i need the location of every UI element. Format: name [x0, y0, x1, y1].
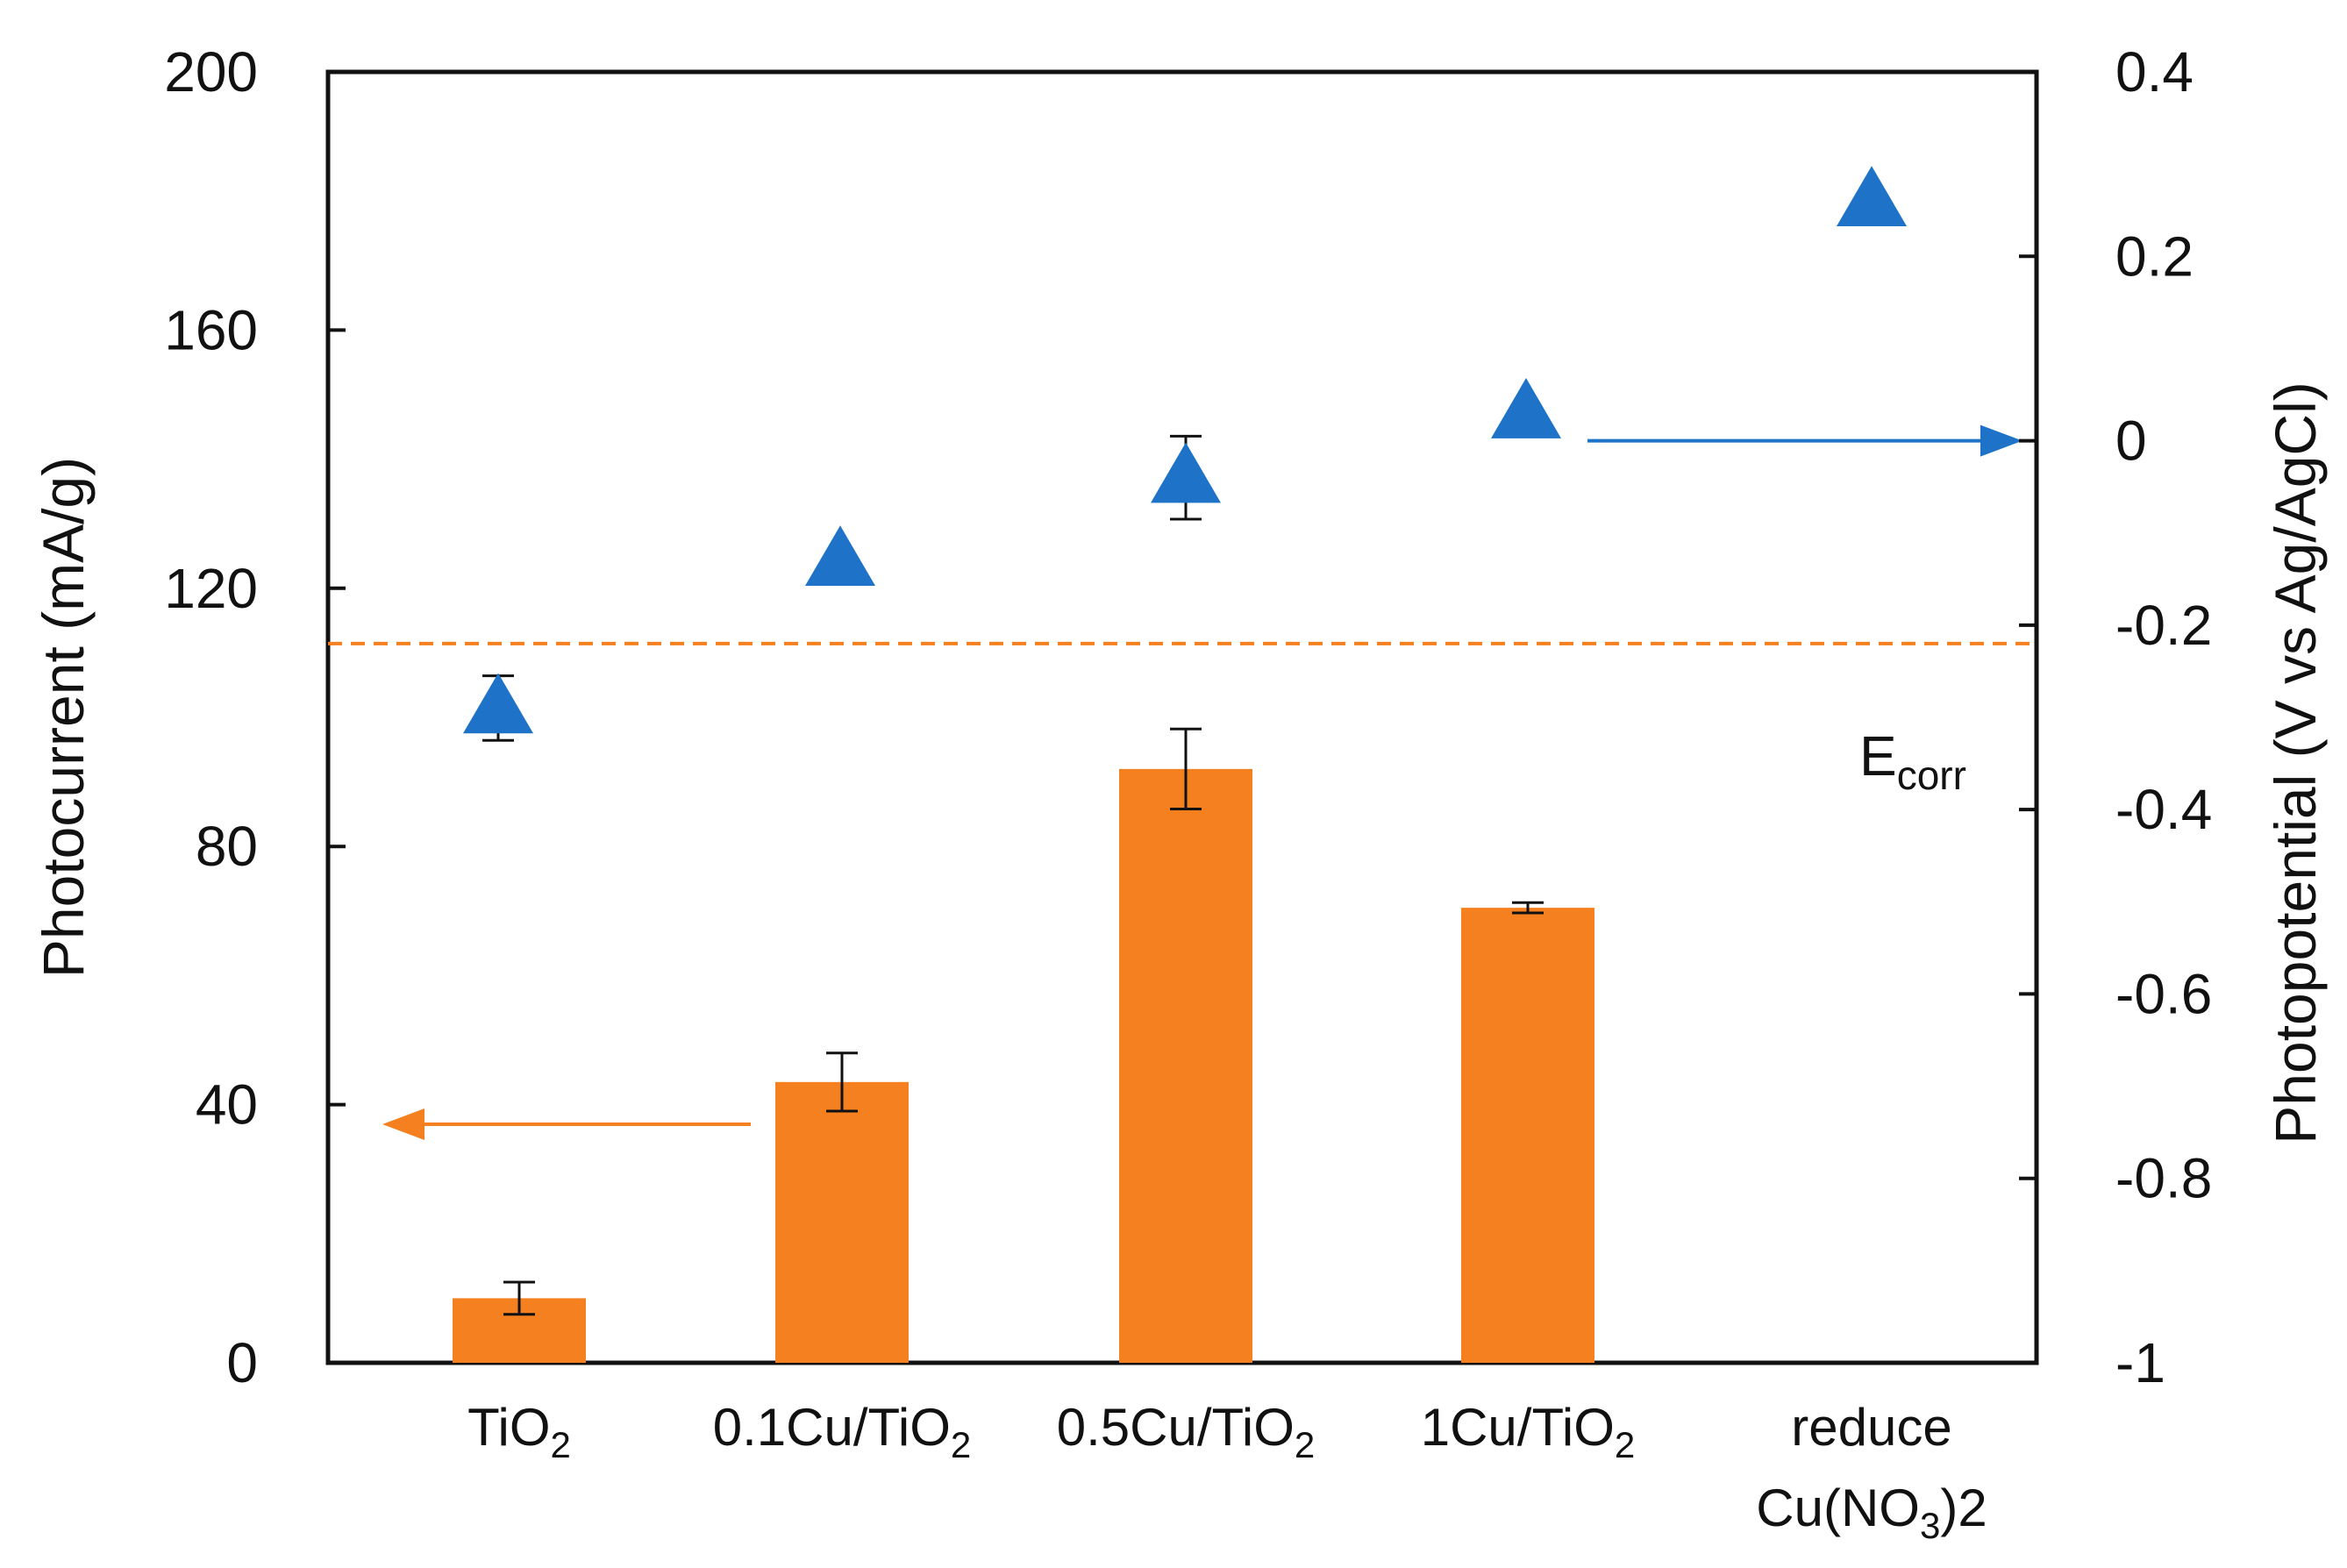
category-label: 0.5Cu/TiO2 — [1057, 1398, 1316, 1465]
photopotential-marker — [1491, 378, 1561, 438]
reference-layer: Ecorr — [328, 641, 2037, 798]
marker-series — [463, 166, 1907, 742]
category-label: TiO2 — [467, 1398, 571, 1465]
y-left-axis-title: Photocurrent (mA/g) — [31, 457, 96, 978]
photopotential-marker — [1837, 166, 1907, 226]
photopotential-arrowhead — [1980, 424, 2022, 457]
bar — [1119, 768, 1252, 1363]
category-label: 1Cu/TiO2 — [1421, 1398, 1636, 1465]
ecorr-label: Ecorr — [1859, 724, 1966, 798]
bar — [1461, 908, 1594, 1363]
y-right-tick-label: -1 — [2115, 1331, 2165, 1394]
y-left-tick-label: 200 — [164, 40, 258, 103]
y-right-tick-label: 0.4 — [2115, 40, 2194, 103]
right-axis: -1 -0.8 -0.6 -0.4 -0.2 0 0.2 0.4 — [2019, 40, 2212, 1394]
y-left-tick-label: 0 — [226, 1331, 258, 1394]
y-right-tick-label: 0 — [2115, 410, 2147, 473]
category-label: 0.1Cu/TiO2 — [713, 1398, 972, 1465]
y-left-tick-label: 120 — [164, 557, 258, 620]
left-axis: 0 40 80 120 160 200 — [164, 40, 346, 1394]
y-left-tick-label: 40 — [196, 1073, 258, 1137]
axis-arrows — [382, 424, 2022, 1140]
y-right-axis-title: Photopotential (V vs Ag/AgCl) — [2263, 381, 2328, 1144]
y-left-tick-label: 80 — [196, 815, 258, 878]
y-right-tick-label: -0.6 — [2115, 962, 2212, 1025]
photopotential-marker — [463, 673, 533, 734]
bar-series — [453, 727, 1594, 1363]
y-right-tick-label: -0.8 — [2115, 1147, 2212, 1210]
category-label: reduce — [1791, 1398, 1951, 1457]
y-right-tick-label: -0.2 — [2115, 594, 2212, 657]
y-right-tick-label: -0.4 — [2115, 778, 2212, 841]
y-right-tick-label: 0.2 — [2115, 225, 2194, 288]
bar — [775, 1081, 909, 1363]
photopotential-marker — [1151, 442, 1221, 503]
photocurrent-arrowhead — [382, 1108, 424, 1140]
category-label: Cu(NO3)2 — [1756, 1479, 1987, 1546]
y-left-tick-label: 160 — [164, 298, 258, 361]
category-axis: TiO2 0.1Cu/TiO2 0.5Cu/TiO2 1Cu/TiO2 reduce Cu… — [467, 1398, 1987, 1546]
photopotential-marker — [805, 525, 875, 587]
